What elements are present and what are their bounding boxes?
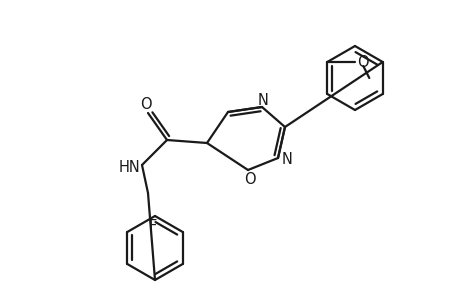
Text: N: N [257,92,268,107]
Text: F: F [149,220,157,235]
Text: O: O [140,97,151,112]
Text: HN: HN [119,160,140,175]
Text: N: N [281,152,292,166]
Text: O: O [244,172,255,187]
Text: O: O [357,55,368,70]
